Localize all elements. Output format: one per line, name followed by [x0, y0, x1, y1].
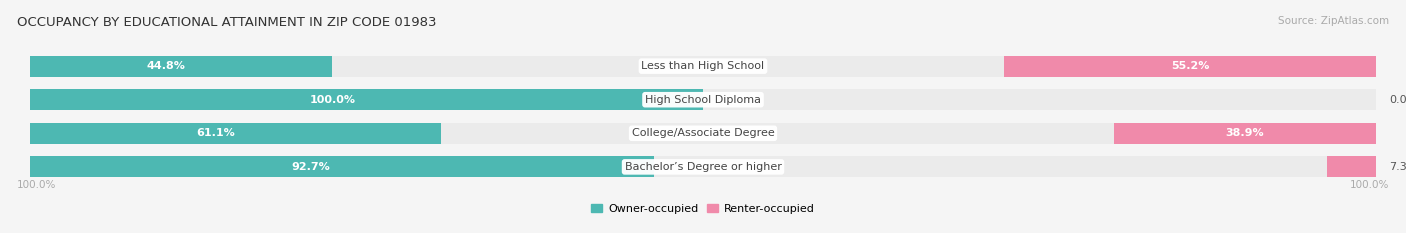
Bar [31, 123, 441, 144]
Bar [31, 123, 1375, 144]
Text: 61.1%: 61.1% [195, 128, 235, 138]
Text: College/Associate Degree: College/Associate Degree [631, 128, 775, 138]
Bar [1327, 157, 1375, 177]
Text: High School Diploma: High School Diploma [645, 95, 761, 105]
Bar [1004, 56, 1375, 76]
Text: Less than High School: Less than High School [641, 61, 765, 71]
Bar [1114, 123, 1375, 144]
Text: 55.2%: 55.2% [1171, 61, 1209, 71]
Text: 44.8%: 44.8% [146, 61, 186, 71]
Text: OCCUPANCY BY EDUCATIONAL ATTAINMENT IN ZIP CODE 01983: OCCUPANCY BY EDUCATIONAL ATTAINMENT IN Z… [17, 16, 436, 29]
Text: 92.7%: 92.7% [291, 162, 330, 172]
Text: 38.9%: 38.9% [1226, 128, 1264, 138]
Bar [31, 157, 654, 177]
Legend: Owner-occupied, Renter-occupied: Owner-occupied, Renter-occupied [586, 199, 820, 218]
Bar [31, 56, 1375, 76]
Bar [31, 157, 1375, 177]
Text: 100.0%: 100.0% [17, 180, 56, 190]
Text: 100.0%: 100.0% [1350, 180, 1389, 190]
Text: 100.0%: 100.0% [311, 95, 356, 105]
Text: 7.3%: 7.3% [1389, 162, 1406, 172]
Text: Bachelor’s Degree or higher: Bachelor’s Degree or higher [624, 162, 782, 172]
Bar [31, 56, 332, 76]
Bar [31, 89, 1375, 110]
Text: 0.0%: 0.0% [1389, 95, 1406, 105]
Bar [31, 89, 703, 110]
Text: Source: ZipAtlas.com: Source: ZipAtlas.com [1278, 16, 1389, 26]
